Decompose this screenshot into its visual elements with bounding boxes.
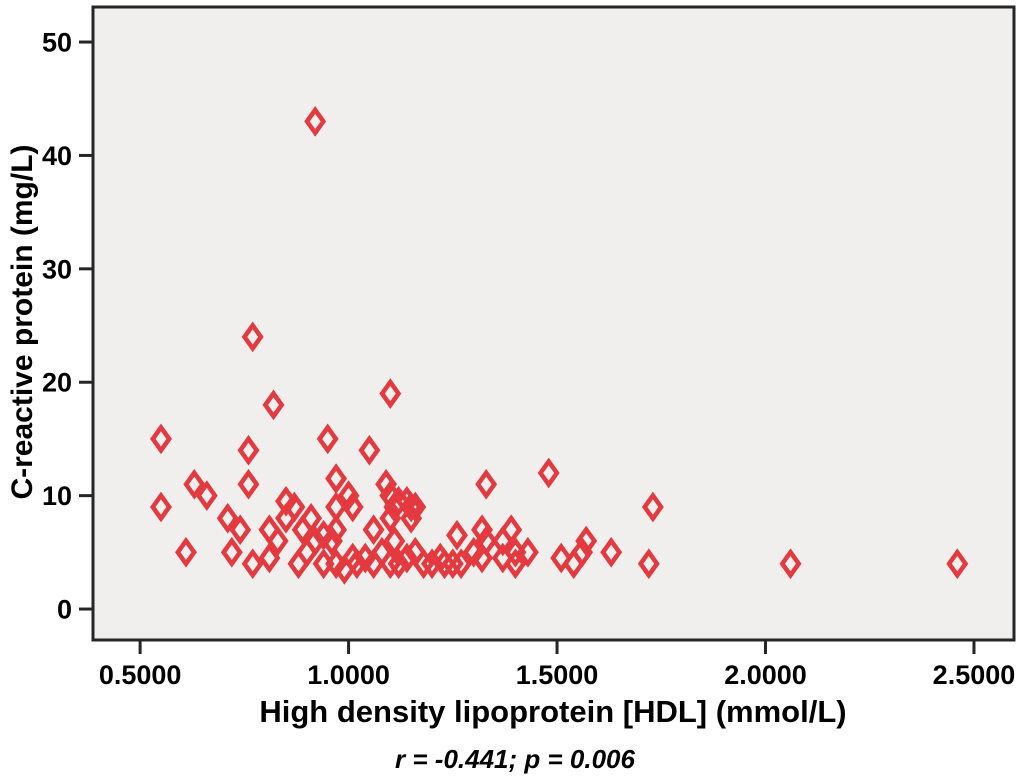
y-tick-label: 30 — [42, 254, 72, 284]
x-axis-title: High density lipoprotein [HDL] (mmol/L) — [259, 694, 846, 729]
data-point-marker — [516, 536, 539, 568]
data-point-marker — [471, 514, 493, 546]
data-point-marker — [446, 519, 468, 551]
data-point-marker — [325, 514, 348, 546]
y-tick-label: 0 — [57, 595, 72, 625]
data-point-marker — [537, 457, 560, 489]
data-point-marker — [400, 491, 423, 523]
x-tick-label: 1.0000 — [307, 660, 390, 690]
data-point-marker — [362, 514, 385, 546]
data-point-marker — [450, 548, 473, 580]
data-point-marker — [395, 542, 418, 574]
data-point-marker — [946, 548, 969, 580]
y-tick-label: 40 — [42, 141, 72, 171]
data-point-marker — [266, 525, 289, 557]
data-point-marker — [379, 378, 402, 409]
data-point-marker — [216, 502, 239, 534]
y-tick-label: 50 — [42, 28, 72, 58]
x-tick-label: 0.5000 — [99, 660, 182, 690]
data-point-marker — [300, 502, 323, 534]
data-point-marker — [150, 423, 172, 455]
data-point-marker — [550, 542, 573, 574]
data-point-marker — [150, 491, 172, 523]
data-point-marker — [387, 548, 410, 580]
data-point-marker — [304, 106, 327, 137]
y-axis-title: C-reactive protein (mg/L) — [6, 144, 39, 499]
data-point-marker — [475, 525, 498, 557]
data-point-marker — [220, 536, 243, 568]
data-points — [150, 106, 969, 585]
data-point-marker — [325, 463, 348, 494]
data-point-marker — [258, 542, 281, 574]
data-point-marker — [600, 536, 623, 568]
data-point-marker — [241, 321, 264, 353]
data-point-marker — [237, 434, 260, 466]
data-point-marker — [229, 514, 252, 546]
data-point-marker — [195, 480, 218, 511]
data-point-marker — [375, 468, 398, 500]
data-point-marker — [504, 548, 527, 580]
data-point-marker — [175, 536, 197, 568]
y-tick-label: 10 — [42, 481, 72, 511]
data-point-marker — [237, 468, 260, 500]
x-tick-label: 2.0000 — [724, 660, 807, 690]
data-point-marker — [341, 491, 364, 523]
data-point-marker — [337, 480, 360, 511]
data-point-marker — [475, 468, 498, 500]
data-point-marker — [283, 491, 306, 523]
x-tick-label: 1.5000 — [516, 660, 599, 690]
data-point-marker — [358, 434, 381, 466]
data-point-marker — [637, 548, 660, 580]
x-tick-label: 2.5000 — [933, 660, 1016, 690]
data-point-marker — [383, 525, 406, 557]
x-axis-ticks — [138, 640, 976, 654]
data-point-marker — [183, 468, 206, 500]
y-axis-tick-labels: 0 10 20 30 40 50 — [42, 28, 72, 625]
data-point-marker — [262, 389, 285, 421]
data-point-marker — [304, 525, 327, 557]
y-tick-label: 20 — [42, 368, 72, 398]
data-point-marker — [779, 548, 802, 580]
data-point-marker — [345, 548, 368, 580]
data-point-marker — [641, 491, 664, 523]
data-point-marker — [241, 548, 264, 580]
data-point-marker — [404, 491, 427, 523]
correlation-annotation: r = -0.441; p = 0.006 — [395, 744, 635, 774]
data-point-marker — [316, 423, 339, 455]
y-axis-ticks — [79, 40, 93, 611]
data-point-marker — [500, 514, 523, 546]
data-point-marker — [575, 525, 598, 557]
x-axis-tick-labels: 0.5000 1.0000 1.5000 2.0000 2.5000 — [99, 660, 1015, 690]
